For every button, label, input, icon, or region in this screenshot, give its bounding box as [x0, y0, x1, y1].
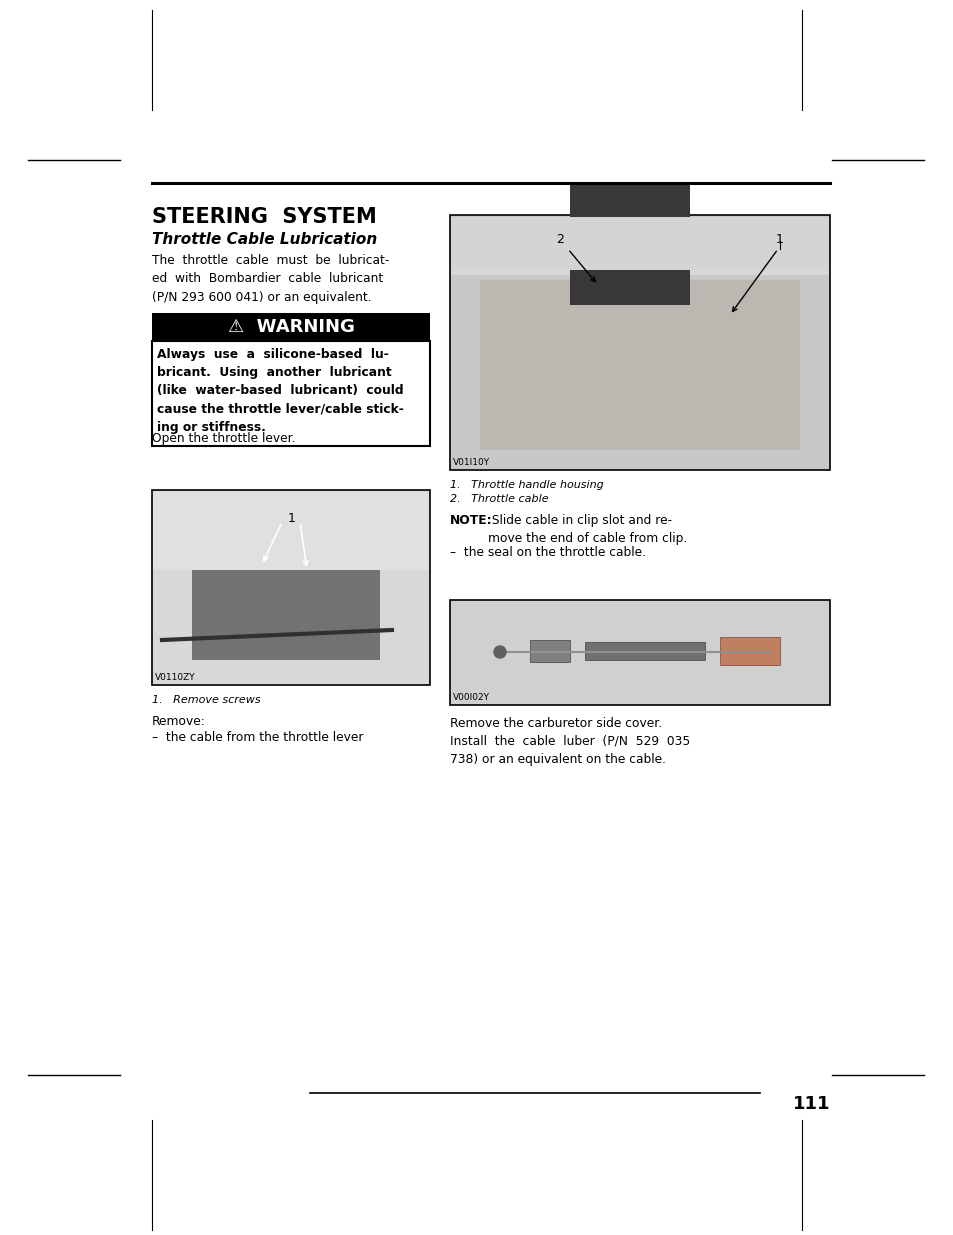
- Text: –  the cable from the throttle lever: – the cable from the throttle lever: [152, 731, 363, 743]
- Bar: [450, 600, 829, 705]
- Text: 1: 1: [288, 513, 295, 525]
- Text: 1.   Throttle handle housing: 1. Throttle handle housing: [450, 480, 603, 490]
- Text: Slide cable in clip slot and re-
move the end of cable from clip.: Slide cable in clip slot and re- move th…: [488, 514, 686, 545]
- Text: Install  the  cable  luber  (P/N  529  035
738) or an equivalent on the cable.: Install the cable luber (P/N 529 035 738…: [450, 735, 690, 767]
- Text: Remove the carburetor side cover.: Remove the carburetor side cover.: [450, 718, 661, 730]
- Bar: [152, 492, 429, 571]
- Text: –  the seal on the throttle cable.: – the seal on the throttle cable.: [450, 546, 645, 559]
- Text: 2: 2: [556, 233, 563, 246]
- Bar: [530, 640, 569, 662]
- Text: V0110ZY: V0110ZY: [154, 673, 195, 682]
- Text: 1.   Remove screws: 1. Remove screws: [152, 695, 260, 705]
- Text: The  throttle  cable  must  be  lubricat-
ed  with  Bombardier  cable  lubricant: The throttle cable must be lubricat- ed …: [152, 254, 389, 304]
- Text: Always  use  a  silicone-based  lu-
bricant.  Using  another  lubricant
(like  w: Always use a silicone-based lu- bricant.…: [157, 348, 403, 433]
- Bar: [720, 637, 780, 664]
- Text: ⚠  WARNING: ⚠ WARNING: [228, 317, 355, 336]
- Bar: [584, 642, 704, 659]
- Bar: [451, 217, 828, 270]
- Text: Throttle Cable Lubrication: Throttle Cable Lubrication: [152, 232, 376, 247]
- Text: 111: 111: [792, 1095, 829, 1113]
- Bar: [152, 312, 430, 341]
- Text: STEERING  SYSTEM: STEERING SYSTEM: [152, 207, 376, 227]
- Text: Remove:: Remove:: [152, 715, 206, 727]
- Text: V00I02Y: V00I02Y: [453, 693, 490, 701]
- Bar: [152, 341, 430, 446]
- Bar: [569, 185, 689, 305]
- Text: 2.   Throttle cable: 2. Throttle cable: [450, 494, 548, 504]
- Text: V01I10Y: V01I10Y: [453, 458, 490, 467]
- Text: NOTE:: NOTE:: [450, 514, 492, 527]
- Bar: [152, 490, 430, 685]
- Circle shape: [494, 646, 505, 658]
- Bar: [450, 215, 829, 471]
- Bar: [192, 571, 379, 659]
- Bar: [479, 280, 800, 450]
- Bar: [451, 217, 828, 275]
- Text: Open the throttle lever.: Open the throttle lever.: [152, 432, 295, 445]
- Text: 1: 1: [775, 233, 783, 246]
